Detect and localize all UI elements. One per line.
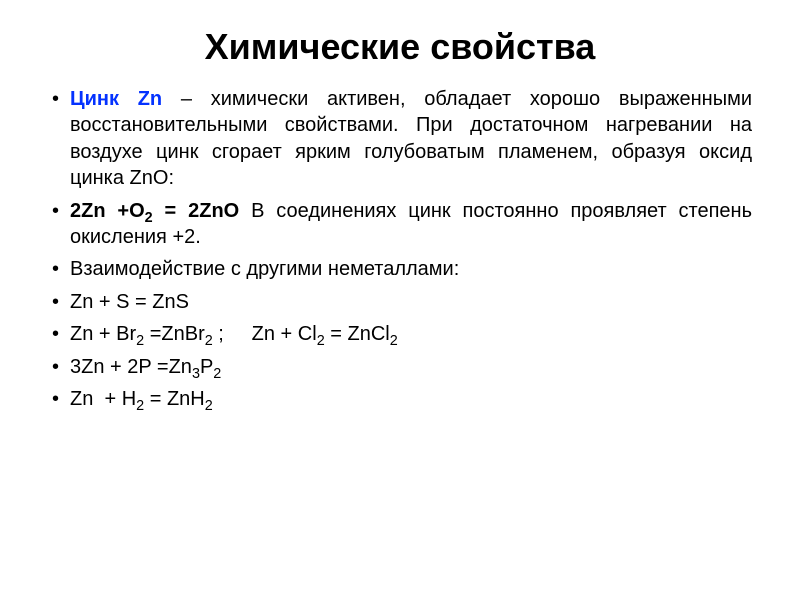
element-symbol: Zn	[138, 88, 162, 110]
text: Zn + Cl	[252, 323, 317, 345]
text: ;	[213, 323, 252, 345]
subscript: 2	[136, 333, 144, 349]
subscript: 2	[205, 333, 213, 349]
slide-title: Химические свойства	[48, 26, 752, 68]
list-item: Zn + S = ZnS	[48, 289, 752, 315]
text: = ZnH	[144, 388, 205, 410]
subscript: 2	[213, 366, 221, 382]
text: 2Zn +O	[70, 200, 145, 222]
subscript: 2	[390, 333, 398, 349]
subscript: 2	[317, 333, 325, 349]
equation: 2Zn +O2 = 2ZnO	[70, 200, 239, 222]
subscript: 3	[192, 366, 200, 382]
subscript: 2	[136, 398, 144, 414]
list-item: Zn + Br2 =ZnBr2 ; Zn + Cl2 = ZnCl2	[48, 321, 752, 347]
text: 3Zn + 2P =Zn	[70, 356, 192, 378]
subscript: 2	[205, 398, 213, 414]
list-item: 3Zn + 2P =Zn3P2	[48, 354, 752, 380]
text: Zn + H	[70, 388, 136, 410]
slide: Химические свойства Цинк Zn – химически …	[0, 0, 800, 600]
text: =ZnBr	[144, 323, 205, 345]
subscript: 2	[145, 210, 153, 226]
list-item: Цинк Zn – химически активен, обладает хо…	[48, 86, 752, 192]
list-item: Взаимодействие с другими неметаллами:	[48, 256, 752, 282]
list-item: 2Zn +O2 = 2ZnO В соединениях цинк постоя…	[48, 198, 752, 251]
text: P	[200, 356, 213, 378]
text: = ZnCl	[325, 323, 390, 345]
text: – химически активен, обладает хорошо выр…	[70, 88, 752, 189]
text: Zn + Br	[70, 323, 136, 345]
text: = 2ZnO	[153, 200, 240, 222]
bullet-list: Цинк Zn – химически активен, обладает хо…	[48, 86, 752, 412]
element-name: Цинк	[70, 88, 119, 110]
list-item: Zn + H2 = ZnH2	[48, 386, 752, 412]
